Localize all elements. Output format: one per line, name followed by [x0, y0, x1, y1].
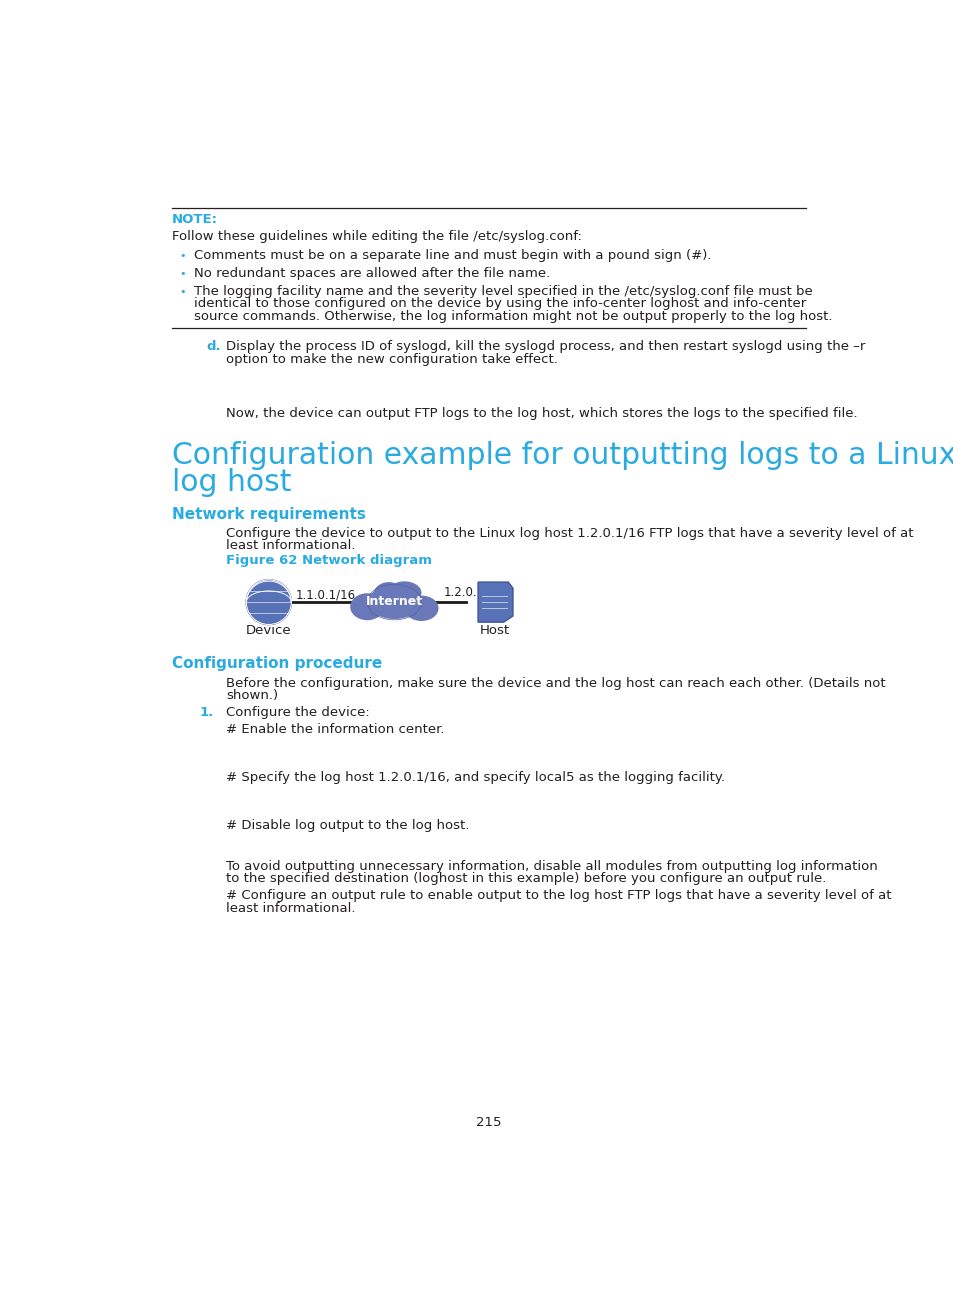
Text: source commands. Otherwise, the log information might not be output properly to : source commands. Otherwise, the log info…	[193, 310, 831, 323]
Text: Internet: Internet	[365, 595, 422, 608]
Text: Device: Device	[246, 625, 292, 638]
Text: Now, the device can output FTP logs to the log host, which stores the logs to th: Now, the device can output FTP logs to t…	[226, 407, 857, 420]
Circle shape	[246, 579, 291, 625]
Text: Figure 62 Network diagram: Figure 62 Network diagram	[226, 553, 432, 566]
Text: # Disable log output to the log host.: # Disable log output to the log host.	[226, 819, 469, 832]
Text: # Configure an output rule to enable output to the log host FTP logs that have a: # Configure an output rule to enable out…	[226, 889, 891, 902]
Text: •: •	[179, 286, 186, 297]
Text: d.: d.	[206, 340, 220, 353]
Text: Configure the device to output to the Linux log host 1.2.0.1/16 FTP logs that ha: Configure the device to output to the Li…	[226, 526, 913, 539]
Text: # Enable the information center.: # Enable the information center.	[226, 723, 444, 736]
Text: least informational.: least informational.	[226, 902, 355, 915]
Text: identical to those configured on the device by using the info-center loghost and: identical to those configured on the dev…	[193, 297, 805, 310]
Text: option to make the new configuration take effect.: option to make the new configuration tak…	[226, 353, 558, 365]
Text: •: •	[179, 270, 186, 279]
Text: Configuration example for outputting logs to a Linux: Configuration example for outputting log…	[172, 441, 953, 469]
Ellipse shape	[350, 594, 384, 621]
Text: NOTE:: NOTE:	[172, 214, 217, 227]
Text: Host: Host	[478, 625, 509, 638]
Text: The logging facility name and the severity level specified in the /etc/syslog.co: The logging facility name and the severi…	[193, 285, 812, 298]
Text: Configuration procedure: Configuration procedure	[172, 656, 382, 671]
Text: 215: 215	[476, 1116, 501, 1129]
Text: shown.): shown.)	[226, 689, 278, 702]
Text: No redundant spaces are allowed after the file name.: No redundant spaces are allowed after th…	[193, 267, 549, 280]
Text: Comments must be on a separate line and must begin with a pound sign (#).: Comments must be on a separate line and …	[193, 249, 710, 263]
Text: Before the configuration, make sure the device and the log host can reach each o: Before the configuration, make sure the …	[226, 677, 885, 689]
Ellipse shape	[368, 586, 420, 619]
Text: 1.: 1.	[199, 706, 213, 719]
Text: to the specified destination (loghost in this example) before you configure an o: to the specified destination (loghost in…	[226, 872, 825, 885]
Text: Network requirements: Network requirements	[172, 507, 365, 522]
Text: Display the process ID of syslogd, kill the syslogd process, and then restart sy: Display the process ID of syslogd, kill …	[226, 340, 864, 353]
Text: •: •	[179, 251, 186, 262]
Text: least informational.: least informational.	[226, 539, 355, 552]
Text: log host: log host	[172, 468, 292, 498]
Ellipse shape	[404, 596, 438, 621]
Ellipse shape	[387, 582, 421, 604]
Text: # Specify the log host 1.2.0.1/16, and specify local5 as the logging facility.: # Specify the log host 1.2.0.1/16, and s…	[226, 771, 724, 784]
Ellipse shape	[373, 582, 404, 607]
Text: Follow these guidelines while editing the file /etc/syslog.conf:: Follow these guidelines while editing th…	[172, 231, 581, 244]
Text: 1.2.0.1/16: 1.2.0.1/16	[443, 586, 503, 599]
Text: 1.1.0.1/16: 1.1.0.1/16	[295, 588, 355, 601]
Text: To avoid outputting unnecessary information, disable all modules from outputting: To avoid outputting unnecessary informat…	[226, 861, 877, 874]
Polygon shape	[477, 582, 513, 622]
Text: Configure the device:: Configure the device:	[226, 706, 370, 719]
